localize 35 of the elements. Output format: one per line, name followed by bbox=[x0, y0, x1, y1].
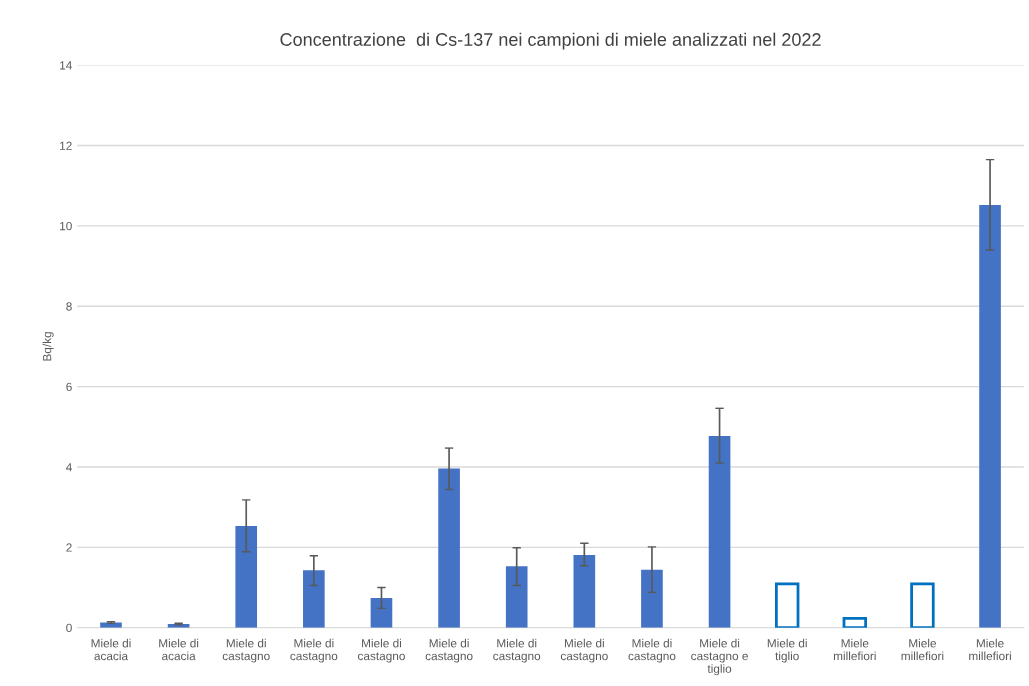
y-tick-label: 8 bbox=[66, 302, 72, 311]
bar bbox=[573, 554, 596, 628]
y-axis-title: Bq/kg bbox=[42, 332, 54, 361]
y-tick-label: 6 bbox=[66, 382, 72, 391]
bar bbox=[100, 622, 122, 628]
y-tick-label: 12 bbox=[60, 141, 72, 150]
x-tick-label: Miele millefiori bbox=[901, 638, 944, 661]
x-tick-label: Miele di castagno bbox=[493, 638, 541, 663]
y-tick-label: 0 bbox=[66, 623, 72, 633]
bar bbox=[505, 566, 528, 628]
bar bbox=[910, 582, 935, 628]
bar bbox=[235, 526, 258, 628]
x-tick-label: Miele di castagno bbox=[425, 638, 473, 663]
y-tick-label: 14 bbox=[60, 61, 72, 70]
bar bbox=[370, 597, 393, 628]
y-tick-label: 2 bbox=[66, 543, 72, 552]
chart-title: Concentrazione di Cs-137 nei campioni di miele analizzati nel 2022 bbox=[280, 32, 821, 50]
x-tick-label: Miele millefiori bbox=[969, 638, 1011, 661]
x-tick-label: Miele di acacia bbox=[91, 638, 131, 661]
bar bbox=[641, 569, 663, 628]
y-tick-label: 4 bbox=[66, 463, 72, 472]
x-tick-label: Miele di tiglio bbox=[767, 638, 807, 663]
bar bbox=[303, 570, 325, 628]
x-tick-label: Miele di castagno bbox=[290, 638, 338, 663]
x-tick-label: Miele di castagno bbox=[560, 638, 608, 663]
x-tick-label: Miele di acacia bbox=[159, 638, 199, 661]
x-tick-label: Miele di castagno bbox=[358, 638, 405, 663]
bar bbox=[438, 468, 460, 628]
x-tick-label: Miele di castagno bbox=[222, 638, 270, 663]
y-tick-label: 10 bbox=[60, 221, 72, 231]
x-tick-label: Miele di castagno e tiglio bbox=[691, 638, 748, 676]
x-tick-label: Miele millefiori bbox=[833, 638, 876, 661]
bar bbox=[708, 436, 731, 628]
bar bbox=[979, 205, 1001, 628]
x-tick-label: Miele di castagno bbox=[628, 638, 676, 663]
